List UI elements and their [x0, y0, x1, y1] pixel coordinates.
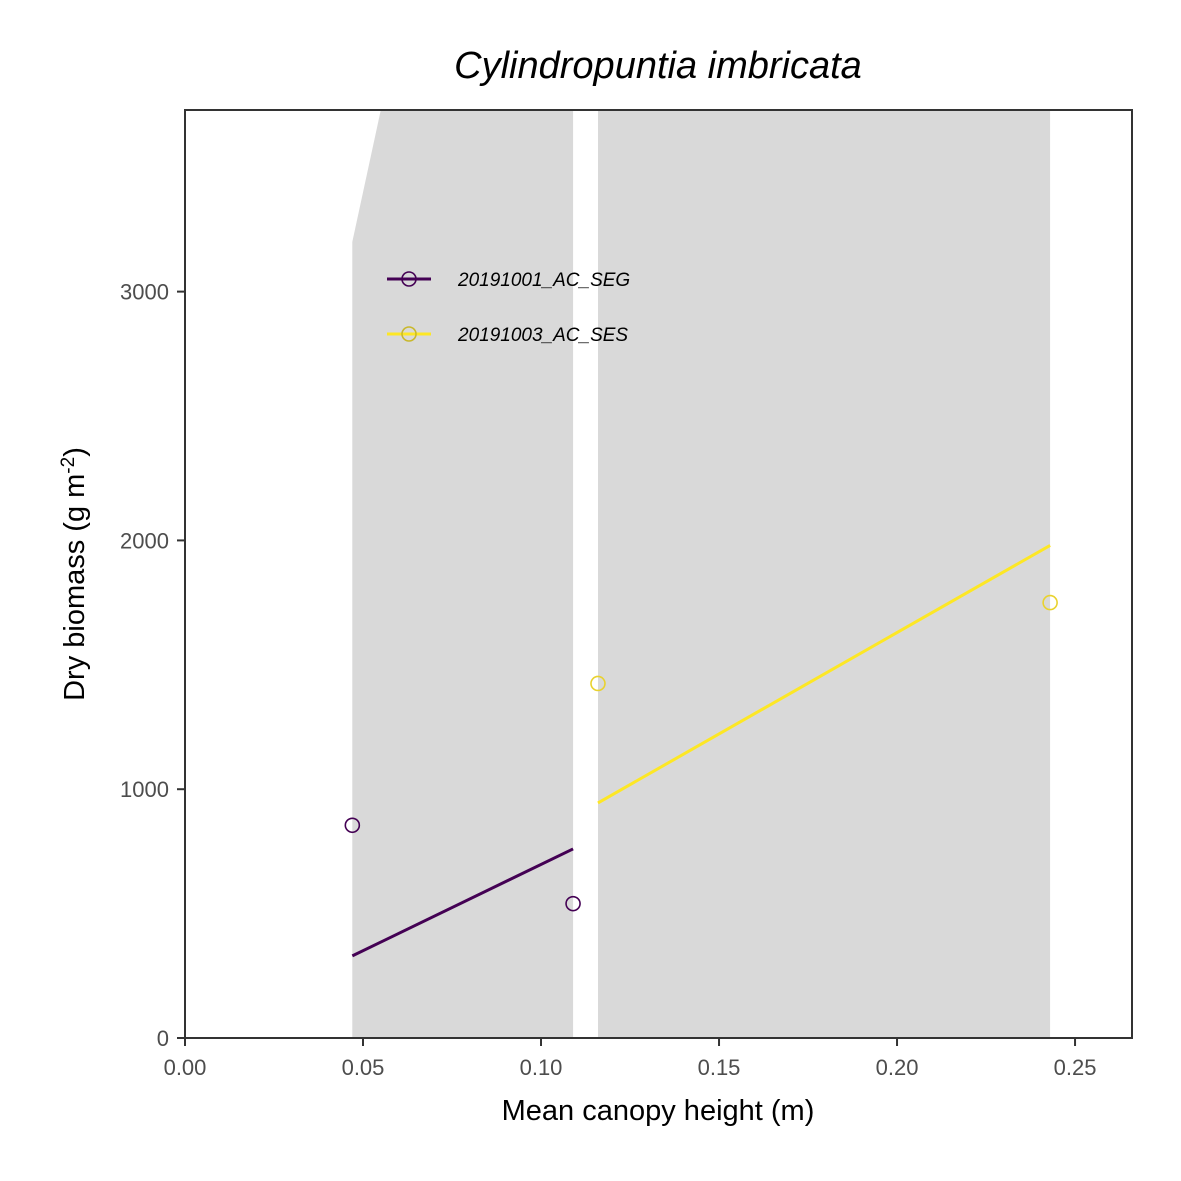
- y-tick-label: 0: [157, 1026, 169, 1051]
- x-tick-label: 0.25: [1054, 1055, 1097, 1080]
- legend: 20191001_AC_SEG 20191003_AC_SES: [387, 270, 630, 346]
- x-tick-label: 0.20: [876, 1055, 919, 1080]
- confidence-band-1: [352, 110, 574, 1038]
- data-point-series-2: [590, 675, 606, 692]
- y-tick-label: 2000: [120, 528, 169, 553]
- plot-area: [344, 110, 1058, 1038]
- legend-label: 20191001_AC_SEG: [457, 270, 630, 291]
- y-axis-title-close: ): [59, 447, 91, 457]
- x-tick-label: 0.00: [164, 1055, 207, 1080]
- legend-key-marker: [401, 326, 417, 342]
- x-tick-label: 0.15: [698, 1055, 741, 1080]
- y-tick-label: 1000: [120, 777, 169, 802]
- y-axis: 0 1000 2000 3000: [120, 280, 185, 1051]
- x-tick-label: 0.10: [520, 1055, 563, 1080]
- legend-label: 20191003_AC_SES: [457, 325, 628, 346]
- legend-key-marker: [401, 271, 417, 287]
- x-axis-title: Mean canopy height (m): [502, 1095, 815, 1127]
- panel-border: [184, 109, 1133, 1039]
- y-axis-title: Dry biomass (g m-2): [58, 447, 92, 701]
- y-axis-title-superscript: -2: [58, 457, 79, 474]
- y-tick-label: 3000: [120, 280, 169, 305]
- data-point-series-1: [344, 817, 361, 834]
- x-axis: 0.00 0.05 0.10 0.15 0.20 0.25: [164, 1038, 1097, 1080]
- y-axis-title-main: Dry biomass (g m: [59, 474, 91, 701]
- confidence-band-2: [598, 110, 1051, 1038]
- data-point-series-1: [565, 895, 581, 912]
- x-tick-label: 0.05: [342, 1055, 385, 1080]
- fit-line-series-1: [351, 847, 574, 958]
- fit-line-series-2: [597, 544, 1051, 805]
- chart-title: Cylindropuntia imbricata: [454, 45, 862, 87]
- data-point-series-2: [1042, 594, 1058, 611]
